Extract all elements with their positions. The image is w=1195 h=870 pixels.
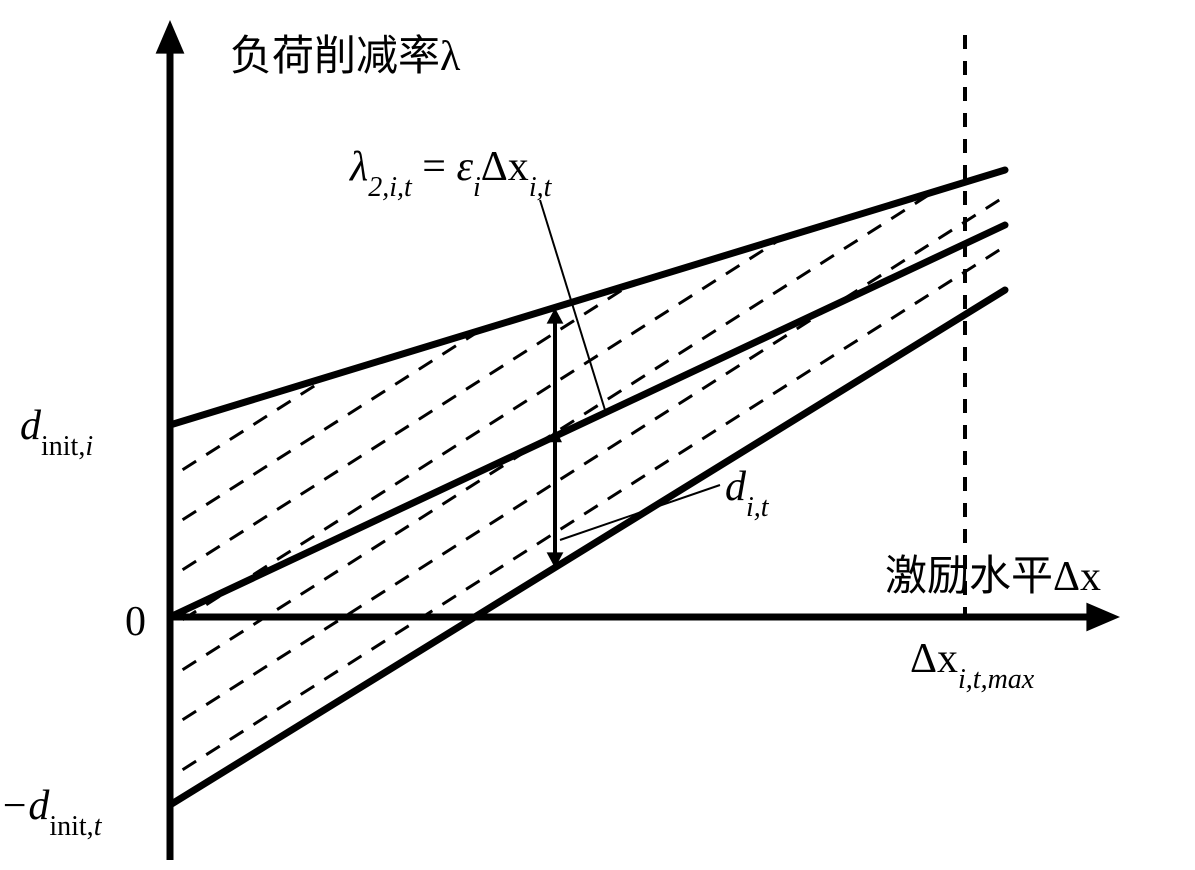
y-axis-title: 负荷削减率λ xyxy=(230,33,461,80)
hatch-region xyxy=(0,0,1195,870)
middle-line xyxy=(170,225,1005,617)
neg-d-init-t-label: −dinit,t xyxy=(0,783,103,842)
lambda-equation-label: λ2,i,t = εiΔxi,t xyxy=(348,144,553,203)
lambda-leader-line xyxy=(540,200,605,410)
diagram-svg: 负荷削减率λ 激励水平Δx 0 dinit,i −dinit,t Δxi,t,max λ2,… xyxy=(0,0,1195,870)
upper-line xyxy=(170,170,1005,425)
d-init-i-label: dinit,i xyxy=(20,403,93,462)
dx-max-label: Δxi,t,max xyxy=(910,636,1035,695)
y-axis-arrow xyxy=(156,20,185,54)
d-it-label: di,t xyxy=(725,464,770,523)
origin-zero: 0 xyxy=(125,599,146,645)
x-axis-arrow xyxy=(1086,603,1120,632)
lower-line xyxy=(170,290,1005,805)
x-axis-title: 激励水平Δx xyxy=(885,554,1101,600)
